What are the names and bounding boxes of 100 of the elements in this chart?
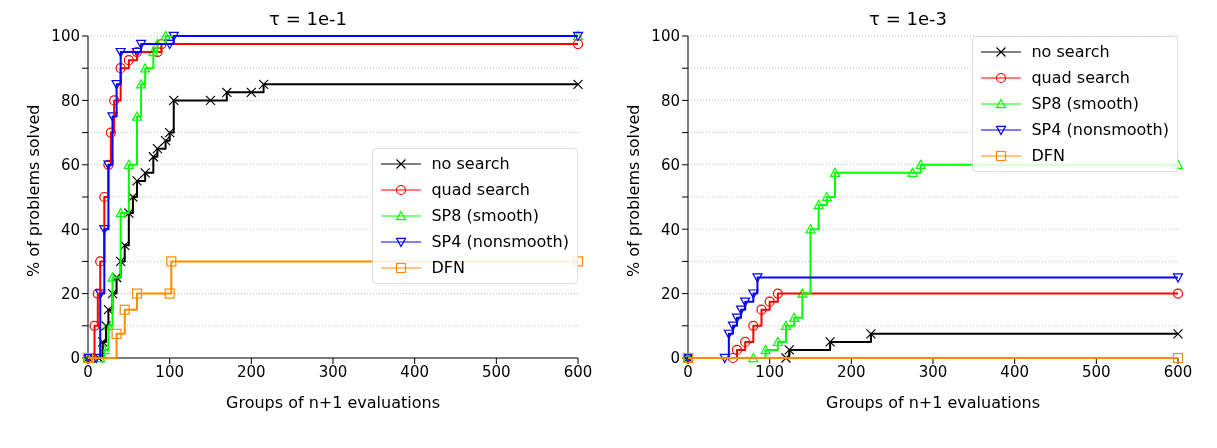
point xyxy=(115,63,126,74)
point xyxy=(1172,328,1184,339)
point xyxy=(152,38,163,49)
y-tick-label: 40 xyxy=(60,220,80,239)
point xyxy=(111,328,122,339)
point xyxy=(131,111,143,121)
legend-label: DFN xyxy=(431,257,465,279)
x-tick-label: 300 xyxy=(318,362,348,381)
x-tick-label: 200 xyxy=(237,362,266,381)
point xyxy=(258,79,269,90)
point xyxy=(107,112,118,122)
point xyxy=(152,143,163,154)
point xyxy=(735,305,747,315)
point xyxy=(764,296,775,307)
y-tick-label: 0 xyxy=(670,349,680,368)
x-tick-label: 400 xyxy=(1000,362,1029,381)
point xyxy=(168,95,179,106)
point xyxy=(1172,273,1184,283)
x-tick-label: 0 xyxy=(683,362,693,381)
point xyxy=(140,63,151,73)
point xyxy=(821,191,832,202)
x-tick-label: 600 xyxy=(563,362,593,381)
point xyxy=(107,288,118,299)
legend-label: no search xyxy=(431,153,510,175)
y-tick-label: 60 xyxy=(660,156,680,175)
point xyxy=(119,304,130,315)
point xyxy=(99,344,110,355)
point xyxy=(89,320,100,331)
point xyxy=(111,272,122,283)
x-tick-label: 100 xyxy=(755,362,784,381)
y-tick-label: 100 xyxy=(51,27,80,46)
point xyxy=(111,80,122,90)
point xyxy=(140,167,151,178)
y-tick-label: 40 xyxy=(660,220,680,239)
legend-label: SP4 (nonsmooth) xyxy=(431,231,569,253)
point xyxy=(123,55,134,66)
point xyxy=(123,159,134,169)
x-tick-label: 200 xyxy=(837,362,866,381)
point xyxy=(748,320,759,331)
point xyxy=(813,199,824,210)
point xyxy=(99,191,110,203)
point xyxy=(164,127,175,138)
point xyxy=(772,288,783,299)
x-tick-label: 600 xyxy=(1163,362,1193,381)
y-axis-title: % of problems solved xyxy=(23,104,43,277)
point xyxy=(748,352,759,363)
point xyxy=(740,336,751,347)
point xyxy=(107,272,118,282)
point xyxy=(115,47,126,58)
point xyxy=(131,288,143,299)
y-tick-label: 60 xyxy=(60,156,80,175)
x-tick-label: 400 xyxy=(400,362,429,381)
point xyxy=(164,39,175,50)
x-tick-label: 500 xyxy=(1082,362,1111,381)
point xyxy=(915,159,926,169)
x-tick-label: 0 xyxy=(83,362,93,381)
chart-title: τ = 1e-3 xyxy=(868,8,948,29)
y-axis-title: % of problems solved xyxy=(623,104,643,277)
point xyxy=(103,304,114,315)
point xyxy=(205,95,216,106)
point xyxy=(221,87,232,98)
point xyxy=(105,127,116,138)
point xyxy=(97,336,108,347)
point xyxy=(246,87,257,98)
point xyxy=(723,329,734,339)
y-tick-label: 100 xyxy=(651,27,680,46)
point xyxy=(789,312,800,322)
point xyxy=(719,353,730,364)
point xyxy=(748,289,759,299)
x-tick-label: 100 xyxy=(155,362,184,381)
x-tick-label: 300 xyxy=(918,362,948,381)
point xyxy=(1172,288,1184,299)
legend-label: DFN xyxy=(1031,145,1065,167)
point xyxy=(780,352,792,364)
y-tick-label: 80 xyxy=(60,91,80,110)
point xyxy=(740,297,751,307)
point xyxy=(731,344,743,356)
point xyxy=(166,256,177,267)
legend-label: quad search xyxy=(1031,67,1130,89)
legend-label: quad search xyxy=(431,179,530,201)
point xyxy=(109,95,120,106)
point xyxy=(780,320,792,330)
point xyxy=(160,135,171,146)
point xyxy=(164,288,175,299)
point xyxy=(572,79,584,90)
y-tick-label: 20 xyxy=(660,284,680,303)
x-axis-title: Groups of n+1 evaluations xyxy=(826,393,1040,412)
y-tick-label: 80 xyxy=(660,91,680,110)
point xyxy=(148,151,159,162)
point xyxy=(727,352,739,364)
point xyxy=(135,79,147,89)
point xyxy=(825,336,836,347)
point xyxy=(168,31,179,42)
point xyxy=(829,167,841,178)
x-axis-title: Groups of n+1 evaluations xyxy=(226,393,440,412)
chart-title: τ = 1e-1 xyxy=(268,8,348,29)
point xyxy=(131,175,143,186)
legend-label: SP4 (nonsmooth) xyxy=(1031,119,1169,141)
point xyxy=(1172,352,1184,364)
point xyxy=(123,208,134,219)
